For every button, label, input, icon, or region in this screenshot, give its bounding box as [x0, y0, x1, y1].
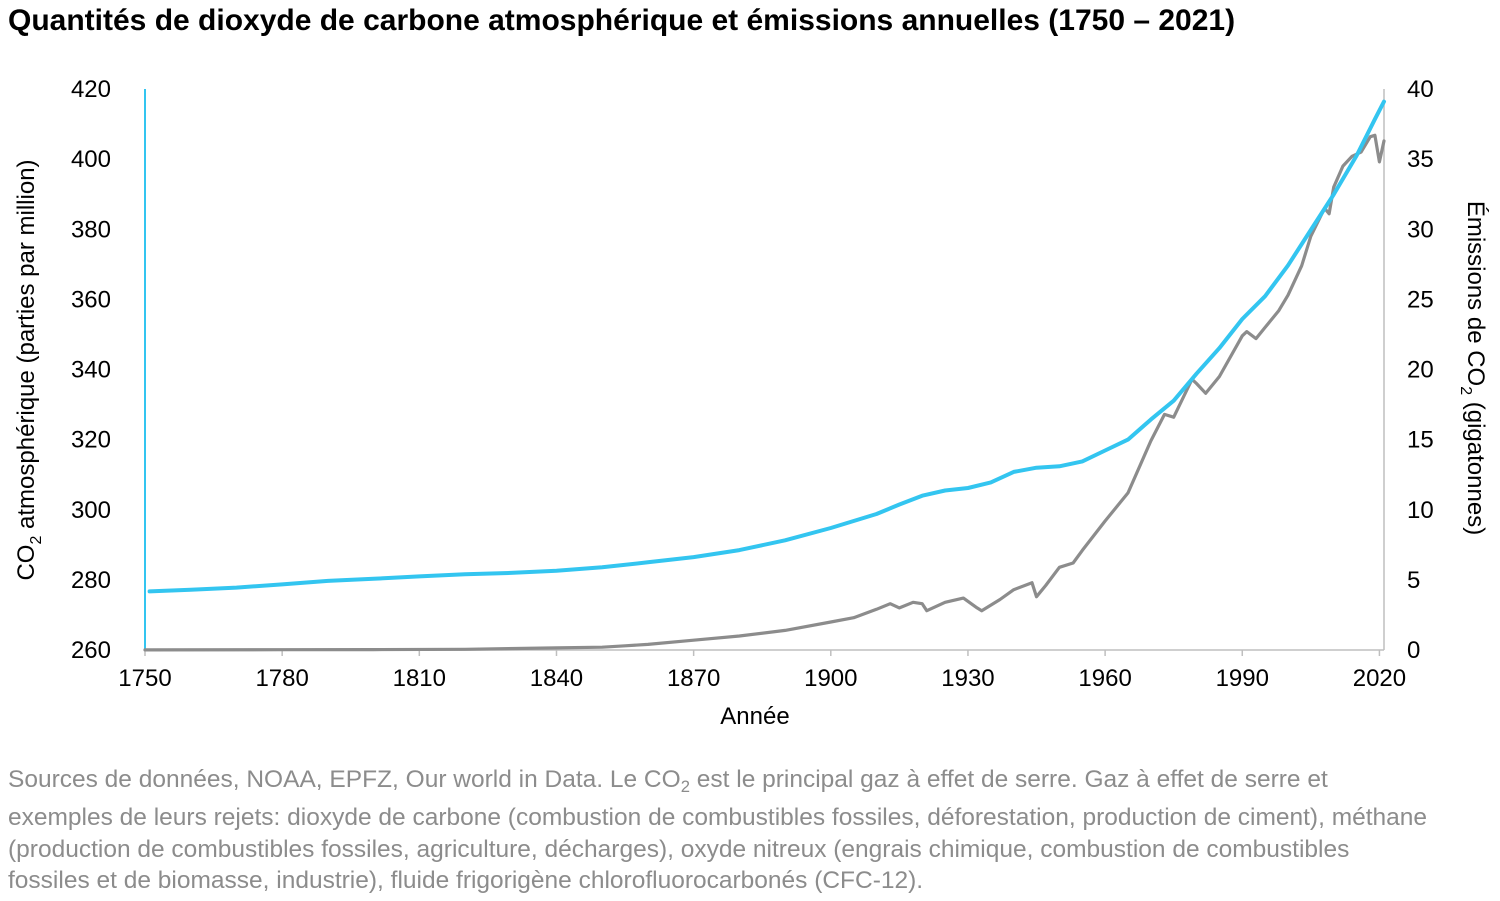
y-left-tick-label: 260 — [71, 637, 111, 664]
y-left-tick-label: 320 — [71, 427, 111, 454]
y-left-tick-label: 280 — [71, 567, 111, 594]
y-right-tick-label: 15 — [1407, 427, 1434, 454]
x-tick-label: 1930 — [941, 665, 994, 692]
x-tick-label: 1870 — [667, 665, 720, 692]
y-axis-left-label: CO2 atmosphérique (parties par million) — [13, 159, 45, 580]
y-right-tick-label: 10 — [1407, 497, 1434, 524]
y-left-tick-label: 420 — [71, 76, 111, 103]
x-tick-label: 1780 — [255, 665, 308, 692]
x-tick-label: 1900 — [804, 665, 857, 692]
x-tick-label: 1990 — [1216, 665, 1269, 692]
x-axis-label: Année — [720, 703, 789, 730]
y-right-tick-label: 30 — [1407, 216, 1434, 243]
y-axis-right-label: Émissions de CO2 (gigatonnes) — [1457, 201, 1489, 535]
x-tick-label: 1750 — [118, 665, 171, 692]
x-tick-label: 2020 — [1353, 665, 1406, 692]
x-tick-label: 1810 — [393, 665, 446, 692]
y-right-tick-label: 35 — [1407, 146, 1434, 173]
series-lines — [143, 99, 1386, 652]
series-line-atmospheric-co2 — [147, 99, 1386, 594]
y-left-tick-label: 400 — [71, 146, 111, 173]
series-line-co2-emissions — [143, 133, 1386, 652]
x-tick-label: 1840 — [530, 665, 583, 692]
y-right-tick-label: 40 — [1407, 76, 1434, 103]
chart-title: Quantités de dioxyde de carbone atmosphé… — [8, 4, 1236, 37]
y-left-tick-label: 360 — [71, 286, 111, 313]
y-right-tick-label: 5 — [1407, 567, 1420, 594]
ticks: 1750 1780 1810 1840 1870 1900 1930 1960 1990 2020… — [71, 76, 1434, 692]
y-right-tick-label: 20 — [1407, 357, 1434, 384]
y-right-tick-label: 0 — [1407, 637, 1420, 664]
x-tick-label: 1960 — [1078, 665, 1131, 692]
caption: Sources de données, NOAA, EPFZ, Our worl… — [8, 766, 1428, 895]
y-right-tick-label: 25 — [1407, 286, 1434, 313]
y-left-tick-label: 380 — [71, 216, 111, 243]
y-left-tick-label: 300 — [71, 497, 111, 524]
y-left-tick-label: 340 — [71, 357, 111, 384]
